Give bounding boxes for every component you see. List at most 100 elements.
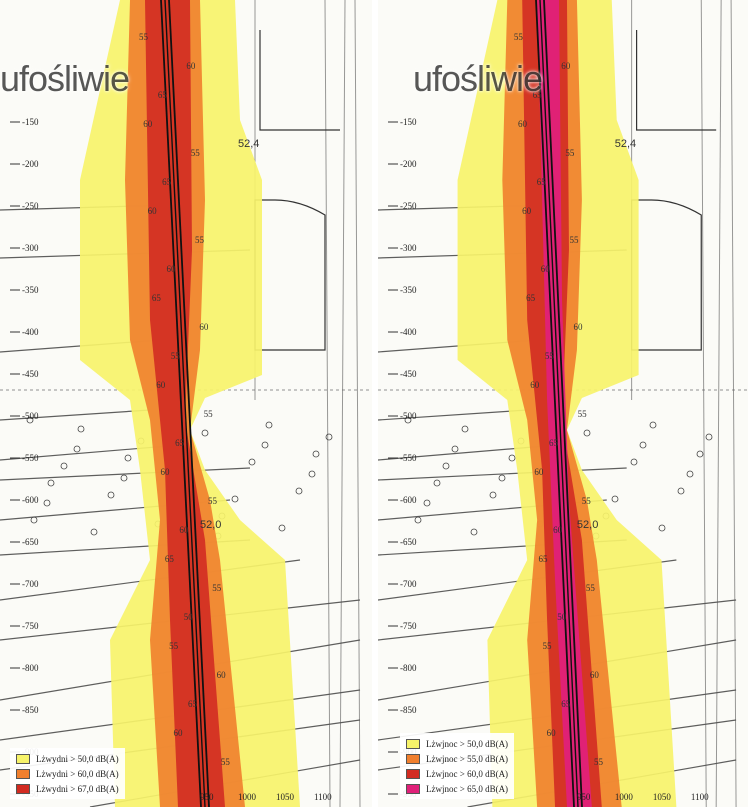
- scale-label: -500: [22, 411, 39, 421]
- scale-label: -600: [22, 495, 39, 505]
- contour-label: 55: [212, 583, 222, 593]
- scale-label: -750: [400, 621, 417, 631]
- road-line: [539, 0, 579, 807]
- contour-label: 65: [533, 90, 543, 100]
- scale-label: -800: [22, 663, 39, 673]
- scale-label: -150: [400, 117, 417, 127]
- noise-zone-magenta: [537, 0, 592, 807]
- tree-symbol: [658, 524, 666, 532]
- tree-symbol: [90, 528, 98, 536]
- tree-symbol: [26, 416, 34, 424]
- boundary-line: [730, 0, 737, 807]
- scale-label: -550: [22, 453, 39, 463]
- legend-swatch: [16, 783, 30, 794]
- contour-label: 65: [537, 177, 547, 187]
- elevation-label: 52,0: [577, 519, 598, 531]
- tree-symbol: [30, 516, 38, 524]
- tree-symbol: [508, 454, 516, 462]
- contour-label: 55: [139, 32, 149, 42]
- contour-label: 55: [191, 148, 201, 158]
- contour-label: 60: [547, 728, 557, 738]
- contour-label: 55: [569, 235, 579, 245]
- legend-item: Lżwjnoc > 65,0 dB(A): [406, 781, 508, 796]
- tree-symbol: [265, 421, 273, 429]
- boundary-line: [354, 0, 361, 807]
- tree-symbol: [414, 516, 422, 524]
- scale-label: -700: [22, 579, 39, 589]
- contour-label: 55: [594, 757, 604, 767]
- contour-label: 55: [586, 583, 596, 593]
- tree-symbol: [278, 524, 286, 532]
- road-line: [160, 0, 202, 807]
- tree-symbol: [312, 450, 320, 458]
- legend-item: Lżwjnoc > 55,0 dB(A): [406, 751, 508, 766]
- contour-label: 60: [541, 264, 551, 274]
- tree-symbol: [442, 462, 450, 470]
- road-line: [543, 0, 583, 807]
- contour-label: 60: [574, 322, 584, 332]
- contour-label: 55: [543, 641, 553, 651]
- contour-label: 55: [169, 641, 179, 651]
- field-line: [0, 409, 151, 421]
- bottom-scale-label: 1050: [276, 792, 295, 802]
- road-line: [535, 0, 575, 807]
- tree-symbol: [261, 441, 269, 449]
- tree-symbol: [461, 425, 469, 433]
- contour-label: 60: [217, 670, 227, 680]
- elevation-label: 52,4: [615, 138, 636, 150]
- contour-label: 60: [199, 322, 209, 332]
- contour-label: 60: [179, 525, 189, 535]
- scale-label: -550: [400, 453, 417, 463]
- road-line: [164, 0, 206, 807]
- legend-label: Lżwjnoc > 65,0 dB(A): [426, 783, 509, 794]
- tree-symbol: [308, 470, 316, 478]
- contour-label: 60: [522, 206, 532, 216]
- legend-swatch: [16, 768, 30, 779]
- tree-symbol: [231, 495, 239, 503]
- contour-label: 65: [158, 90, 168, 100]
- contour-label: 55: [582, 496, 592, 506]
- tree-symbol: [404, 416, 412, 424]
- contour-label: 60: [173, 728, 183, 738]
- bottom-scale-label: 1100: [314, 792, 332, 802]
- tree-symbol: [124, 454, 132, 462]
- contour-label: 60: [518, 119, 528, 129]
- scale-label: -450: [22, 369, 39, 379]
- legend-item: Lżwydni > 50,0 dB(A): [16, 751, 119, 766]
- contour-label: 60: [530, 380, 540, 390]
- boundary-line: [339, 0, 346, 807]
- contour-label: 55: [208, 496, 218, 506]
- tree-symbol: [639, 441, 647, 449]
- field-line: [378, 409, 528, 421]
- building-outline: [636, 30, 717, 131]
- legend-swatch: [406, 783, 420, 794]
- contour-label: 65: [165, 554, 175, 564]
- scale-label: -850: [22, 705, 39, 715]
- elevation-label: 52,0: [200, 519, 221, 531]
- legend-label: Lżwydni > 60,0 dB(A): [36, 768, 119, 779]
- bottom-scale-label: 1000: [238, 792, 257, 802]
- legend-item: Lżwydni > 67,0 dB(A): [16, 781, 119, 796]
- scale-label: -250: [400, 201, 417, 211]
- contour-label: 65: [526, 293, 536, 303]
- tree-symbol: [47, 479, 55, 487]
- scale-label: -200: [400, 159, 417, 169]
- legend-item: Lżwydni > 60,0 dB(A): [16, 766, 119, 781]
- contour-label: 60: [143, 119, 153, 129]
- scale-label: -400: [400, 327, 417, 337]
- contour-label: 55: [514, 32, 524, 42]
- building-outline: [254, 199, 326, 351]
- building-outline: [631, 199, 702, 351]
- bottom-scale-label: 1000: [615, 792, 634, 802]
- legend-swatch: [16, 753, 30, 764]
- legend-label: Lżwydni > 50,0 dB(A): [36, 753, 119, 764]
- contour-label: 60: [166, 264, 176, 274]
- noise-map-day-evening-night: -150 -200 -250 -300 -350 -400 -450 -500 -550 -600…: [378, 0, 748, 807]
- contour-label: 65: [152, 293, 162, 303]
- contour-label: 55: [204, 409, 214, 419]
- contour-label: 65: [538, 554, 548, 564]
- tree-symbol: [107, 491, 115, 499]
- bottom-scale-label: 950: [200, 792, 214, 802]
- tree-symbol: [630, 458, 638, 466]
- contour-label: 60: [561, 61, 571, 71]
